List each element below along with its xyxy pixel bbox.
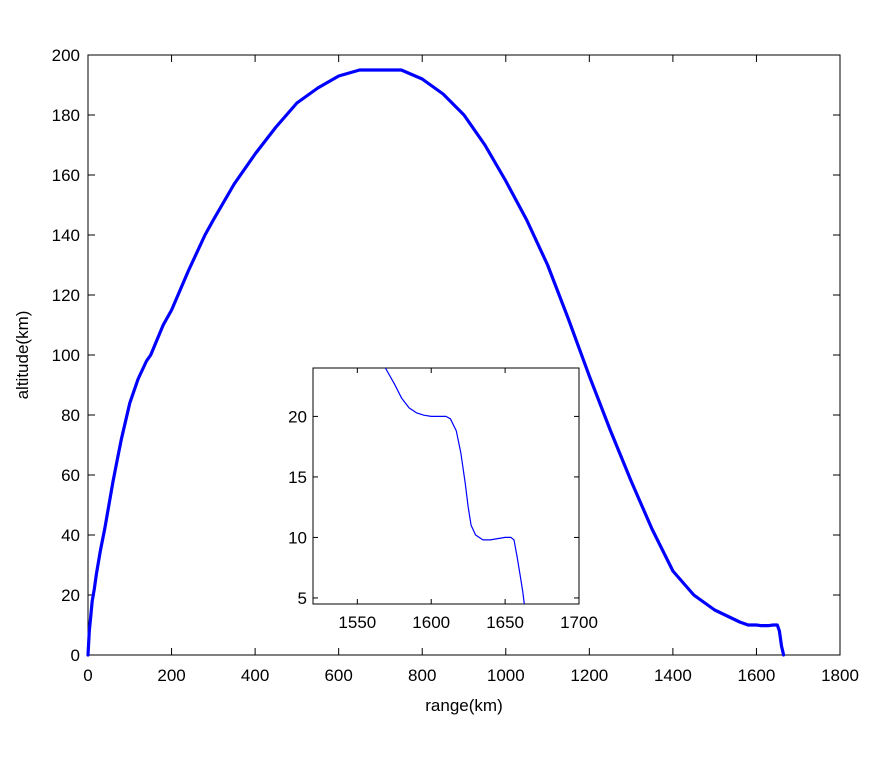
main-y-tick-label: 60	[61, 466, 80, 485]
main-y-tick-label: 0	[71, 646, 80, 665]
main-x-tick-label: 600	[324, 666, 352, 685]
main-x-tick-label: 1400	[654, 666, 692, 685]
main-x-tick-label: 200	[157, 666, 185, 685]
main-x-tick-label: 1200	[570, 666, 608, 685]
inset-x-tick-label: 1600	[412, 613, 450, 632]
inset-y-tick-labels: 5 10 15 20	[288, 407, 307, 608]
main-x-tick-label: 0	[83, 666, 92, 685]
main-x-tick-label: 1600	[738, 666, 776, 685]
main-y-tick-label: 200	[52, 46, 80, 65]
main-x-tick-label: 400	[241, 666, 269, 685]
y-axis-title: altitude(km)	[13, 311, 32, 400]
main-y-tick-label: 120	[52, 286, 80, 305]
main-x-tick-label: 800	[408, 666, 436, 685]
x-axis-title: range(km)	[425, 696, 502, 715]
inset-x-tick-label: 1550	[338, 613, 376, 632]
inset-y-tick-label: 20	[288, 407, 307, 426]
main-y-tick-labels: 0 20 40 60 80 100 120 140 160 180 200	[52, 46, 80, 665]
main-y-tick-label: 160	[52, 166, 80, 185]
main-y-tick-label: 20	[61, 586, 80, 605]
inset-y-tick-label: 5	[298, 589, 307, 608]
inset-x-tick-label: 1700	[560, 613, 598, 632]
inset-y-tick-label: 10	[288, 528, 307, 547]
inset-plot-frame	[312, 367, 580, 605]
inset-zoom-series-line	[384, 368, 525, 604]
main-x-tick-label: 1800	[821, 666, 859, 685]
main-x-tick-label: 1000	[487, 666, 525, 685]
altitude-vs-range-series-line	[86, 68, 786, 657]
main-y-tick-label: 100	[52, 346, 80, 365]
inset-y-tick-label: 15	[288, 468, 307, 487]
inset-x-tick-label: 1650	[486, 613, 524, 632]
inset-ticks	[313, 368, 580, 604]
main-y-tick-label: 140	[52, 226, 80, 245]
inset-x-tick-labels: 1550 1600 1650 1700	[338, 613, 597, 632]
main-ticks	[87, 54, 841, 656]
main-y-tick-label: 180	[52, 106, 80, 125]
inset-chart: 1550 1600 1650 1700 5 10 15 20	[288, 367, 598, 632]
main-y-tick-label: 40	[61, 526, 80, 545]
main-x-tick-labels: 0 200 400 600 800 1000 1200 1400 1600 1800	[83, 666, 859, 685]
main-y-tick-label: 80	[61, 406, 80, 425]
